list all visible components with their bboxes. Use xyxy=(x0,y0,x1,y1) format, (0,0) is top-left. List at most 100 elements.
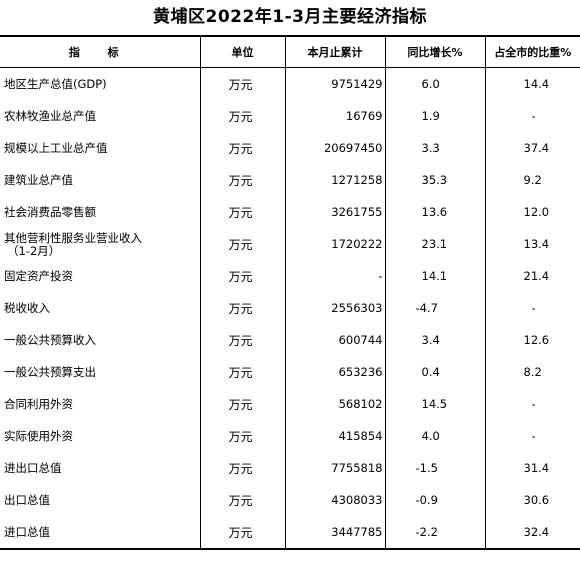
yoy-growth-cell: 6.0 xyxy=(384,67,486,100)
cumulative-value-cell: 415854 xyxy=(284,420,386,452)
city-share-cell: 9.2 xyxy=(484,164,580,196)
cumulative-value-cell: 4308033 xyxy=(284,484,386,516)
yoy-growth-cell: 35.3 xyxy=(384,164,486,196)
yoy-growth-cell: 1.9 xyxy=(384,100,486,132)
table-row: 规模以上工业总产值 万元 20697450 3.3 37.4 xyxy=(0,132,580,164)
yoy-growth-cell: 13.6 xyxy=(384,196,486,228)
city-share-cell: 31.4 xyxy=(484,452,580,484)
cumulative-value-cell: 568102 xyxy=(284,388,386,420)
yoy-growth-cell: 0.4 xyxy=(384,356,486,388)
indicator-name-period: （1-2月） xyxy=(7,243,61,258)
yoy-growth-cell: 14.1 xyxy=(384,260,486,292)
indicator-name-cell: 固定资产投资 xyxy=(0,260,201,292)
yoy-growth-cell: -4.7 xyxy=(384,292,486,324)
cumulative-value-cell: - xyxy=(284,260,386,292)
table-row: 一般公共预算收入 万元 600744 3.4 12.6 xyxy=(0,324,580,356)
header-cumulative: 本月止累计 xyxy=(284,36,386,68)
yoy-growth-cell: 3.3 xyxy=(384,132,486,164)
cumulative-value-cell: 20697450 xyxy=(284,132,386,164)
indicator-name-cell: 一般公共预算收入 xyxy=(0,324,201,356)
header-yoy: 同比增长% xyxy=(384,36,486,68)
indicator-name-cell: 农林牧渔业总产值 xyxy=(0,100,201,132)
cumulative-value-cell: 2556303 xyxy=(284,292,386,324)
cumulative-value-cell: 1271258 xyxy=(284,164,386,196)
city-share-cell: 21.4 xyxy=(484,260,580,292)
unit-cell: 万元 xyxy=(199,388,286,420)
table-row: 进口总值 万元 3447785 -2.2 32.4 xyxy=(0,516,580,549)
table-row: 固定资产投资 万元 -14.1 21.4 xyxy=(0,260,580,292)
city-share-cell: 8.2 xyxy=(484,356,580,388)
yoy-growth-cell: 23.1 xyxy=(384,228,486,260)
yoy-growth-cell: 4.0 xyxy=(384,420,486,452)
unit-cell: 万元 xyxy=(199,260,286,292)
table-row: 社会消费品零售额 万元 3261755 13.6 12.0 xyxy=(0,196,580,228)
indicator-name: 其他营利性服务业营业收入 xyxy=(4,230,142,245)
table-body: 地区生产总值(GDP) 万元 9751429 6.0 14.4 农林牧渔业总产值 万元 167… xyxy=(0,67,580,549)
cumulative-value-cell: 600744 xyxy=(284,324,386,356)
table-row: 税收收入 万元 2556303 -4.7- xyxy=(0,292,580,324)
unit-cell: 万元 xyxy=(199,164,286,196)
indicator-name-cell: 地区生产总值(GDP) xyxy=(0,67,201,100)
city-share-cell: 32.4 xyxy=(484,516,580,549)
city-share-cell: 12.0 xyxy=(484,196,580,228)
unit-cell: 万元 xyxy=(199,196,286,228)
city-share-cell: 14.4 xyxy=(484,67,580,100)
unit-cell: 万元 xyxy=(199,452,286,484)
table-row: 一般公共预算支出 万元 653236 0.4 8.2 xyxy=(0,356,580,388)
table-header-row: 指 标 单位 本月止累计 同比增长% 占全市的比重% xyxy=(0,36,580,68)
city-share-cell: - xyxy=(484,388,580,420)
cumulative-value-cell: 653236 xyxy=(284,356,386,388)
city-share-cell: - xyxy=(484,420,580,452)
indicators-table: 指 标 单位 本月止累计 同比增长% 占全市的比重% 地区生产总值(GDP) 万元… xyxy=(0,35,580,550)
indicator-name-cell: 规模以上工业总产值 xyxy=(0,132,201,164)
unit-cell: 万元 xyxy=(199,484,286,516)
unit-cell: 万元 xyxy=(199,100,286,132)
unit-cell: 万元 xyxy=(199,132,286,164)
header-indicator: 指 标 xyxy=(0,36,201,68)
city-share-cell: 13.4 xyxy=(484,228,580,260)
indicator-name-cell: 一般公共预算支出 xyxy=(0,356,201,388)
header-share: 占全市的比重% xyxy=(484,36,580,68)
yoy-growth-cell: -0.9 xyxy=(384,484,486,516)
page-title: 黄埔区2022年1-3月主要经济指标 xyxy=(152,7,428,27)
cumulative-value-cell: 3447785 xyxy=(284,516,386,549)
table-row: 进出口总值 万元 7755818 -1.5 31.4 xyxy=(0,452,580,484)
city-share-cell: 12.6 xyxy=(484,324,580,356)
table-row: 其他营利性服务业营业收入 （1-2月） 万元 1720222 23.1 13.4 xyxy=(0,228,580,260)
indicator-name-cell: 出口总值 xyxy=(0,484,201,516)
table-row: 出口总值 万元 4308033 -0.9 30.6 xyxy=(0,484,580,516)
indicator-name-cell: 实际使用外资 xyxy=(0,420,201,452)
unit-cell: 万元 xyxy=(199,356,286,388)
unit-cell: 万元 xyxy=(199,516,286,549)
unit-cell: 万元 xyxy=(199,228,286,260)
city-share-cell: - xyxy=(484,100,580,132)
indicator-name-cell: 合同利用外资 xyxy=(0,388,201,420)
table-row: 建筑业总产值 万元 1271258 35.3 9.2 xyxy=(0,164,580,196)
unit-cell: 万元 xyxy=(199,292,286,324)
indicator-name-cell: 税收收入 xyxy=(0,292,201,324)
indicator-name-cell: 建筑业总产值 xyxy=(0,164,201,196)
yoy-growth-cell: 3.4 xyxy=(384,324,486,356)
header-unit: 单位 xyxy=(199,36,286,68)
table-row: 地区生产总值(GDP) 万元 9751429 6.0 14.4 xyxy=(0,67,580,100)
table-row: 合同利用外资 万元 568102 14.5- xyxy=(0,388,580,420)
unit-cell: 万元 xyxy=(199,324,286,356)
table-row: 实际使用外资 万元 415854 4.0- xyxy=(0,420,580,452)
indicator-name-cell: 进出口总值 xyxy=(0,452,201,484)
city-share-cell: 37.4 xyxy=(484,132,580,164)
city-share-cell: - xyxy=(484,292,580,324)
cumulative-value-cell: 16769 xyxy=(284,100,386,132)
indicator-name-cell: 进口总值 xyxy=(0,516,201,549)
cumulative-value-cell: 1720222 xyxy=(284,228,386,260)
indicator-name-cell: 社会消费品零售额 xyxy=(0,196,201,228)
yoy-growth-cell: -2.2 xyxy=(384,516,486,549)
cumulative-value-cell: 9751429 xyxy=(284,67,386,100)
indicator-name-cell: 其他营利性服务业营业收入 （1-2月） xyxy=(0,228,201,260)
city-share-cell: 30.6 xyxy=(484,484,580,516)
yoy-growth-cell: 14.5 xyxy=(384,388,486,420)
unit-cell: 万元 xyxy=(199,67,286,100)
yoy-growth-cell: -1.5 xyxy=(384,452,486,484)
cumulative-value-cell: 3261755 xyxy=(284,196,386,228)
cumulative-value-cell: 7755818 xyxy=(284,452,386,484)
unit-cell: 万元 xyxy=(199,420,286,452)
